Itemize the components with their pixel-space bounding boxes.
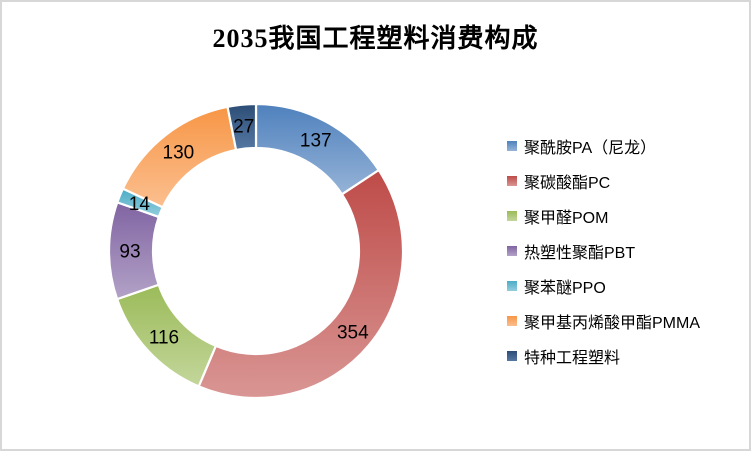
- data-label-6: 27: [233, 116, 254, 137]
- data-label-2: 116: [149, 328, 179, 349]
- legend-item-1: 聚碳酸酯PC: [507, 170, 700, 192]
- legend-label-5: 聚甲基丙烯酸甲酯PMMA: [524, 315, 701, 332]
- legend-label-2: 聚甲醛POM: [524, 210, 609, 227]
- donut-labels: 137 354 116 93 14 130 27: [119, 116, 369, 348]
- legend-label-6: 特种工程塑料: [524, 350, 621, 367]
- data-label-4: 14: [129, 194, 151, 215]
- data-label-3: 93: [119, 241, 140, 262]
- legend-item-2: 聚甲醛POM: [507, 205, 700, 227]
- legend-item-4: 聚苯醚PPO: [507, 275, 700, 297]
- legend: 聚酰胺PA（尼龙） 聚碳酸酯PC 聚甲醛POM 热塑性聚酯PBT 聚苯醚PPO 聚甲基丙烯…: [507, 135, 700, 367]
- data-label-5: 130: [163, 142, 195, 163]
- chart-title: 2035我国工程塑料消费构成: [212, 24, 539, 53]
- legend-marker-4: [507, 281, 517, 291]
- pie-slice-1: [197, 169, 405, 400]
- pie-slice-6: [226, 102, 258, 152]
- legend-label-3: 热塑性聚酯PBT: [524, 245, 636, 262]
- legend-label-0: 聚酰胺PA（尼龙）: [524, 140, 657, 157]
- legend-marker-6: [507, 351, 517, 361]
- legend-marker-1: [507, 176, 517, 186]
- legend-label-1: 聚碳酸酯PC: [524, 175, 611, 192]
- legend-item-3: 热塑性聚酯PBT: [507, 240, 700, 262]
- legend-item-5: 聚甲基丙烯酸甲酯PMMA: [507, 310, 700, 332]
- legend-marker-3: [507, 246, 517, 256]
- data-label-0: 137: [300, 131, 332, 152]
- data-label-1: 354: [337, 322, 369, 343]
- legend-label-4: 聚苯醚PPO: [524, 280, 606, 297]
- legend-marker-0: [507, 141, 517, 151]
- donut-slices: [107, 102, 405, 400]
- legend-marker-2: [507, 211, 517, 221]
- legend-item-6: 特种工程塑料: [507, 345, 700, 367]
- legend-item-0: 聚酰胺PA（尼龙）: [507, 135, 700, 157]
- legend-marker-5: [507, 316, 517, 326]
